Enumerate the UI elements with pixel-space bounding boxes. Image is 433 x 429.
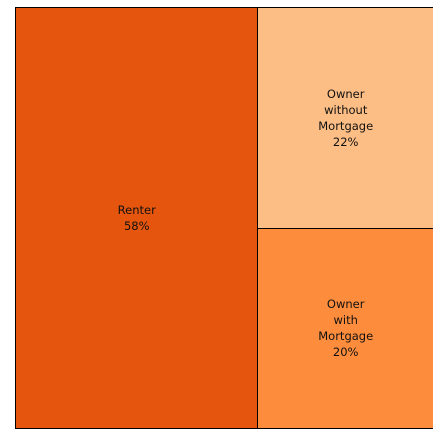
treemap-cell: Owner without Mortgage 22% xyxy=(257,7,433,229)
treemap-cell: Owner with Mortgage 20% xyxy=(257,227,433,429)
treemap-cell: Renter 58% xyxy=(15,7,259,429)
value-label: 20% xyxy=(332,345,359,360)
cell-label: Owner with Mortgage 20% xyxy=(318,296,373,360)
cell-label: Renter 58% xyxy=(118,202,156,234)
value-label: 58% xyxy=(123,219,150,233)
category-label: Owner without Mortgage xyxy=(318,86,374,133)
category-label: Renter xyxy=(117,203,156,217)
value-label: 22% xyxy=(332,134,359,149)
category-label: Owner with Mortgage xyxy=(318,297,374,344)
treemap: Renter 58% Owner without Mortgage 22% Owner … xyxy=(15,7,433,429)
cell-label: Owner without Mortgage 22% xyxy=(318,86,373,150)
